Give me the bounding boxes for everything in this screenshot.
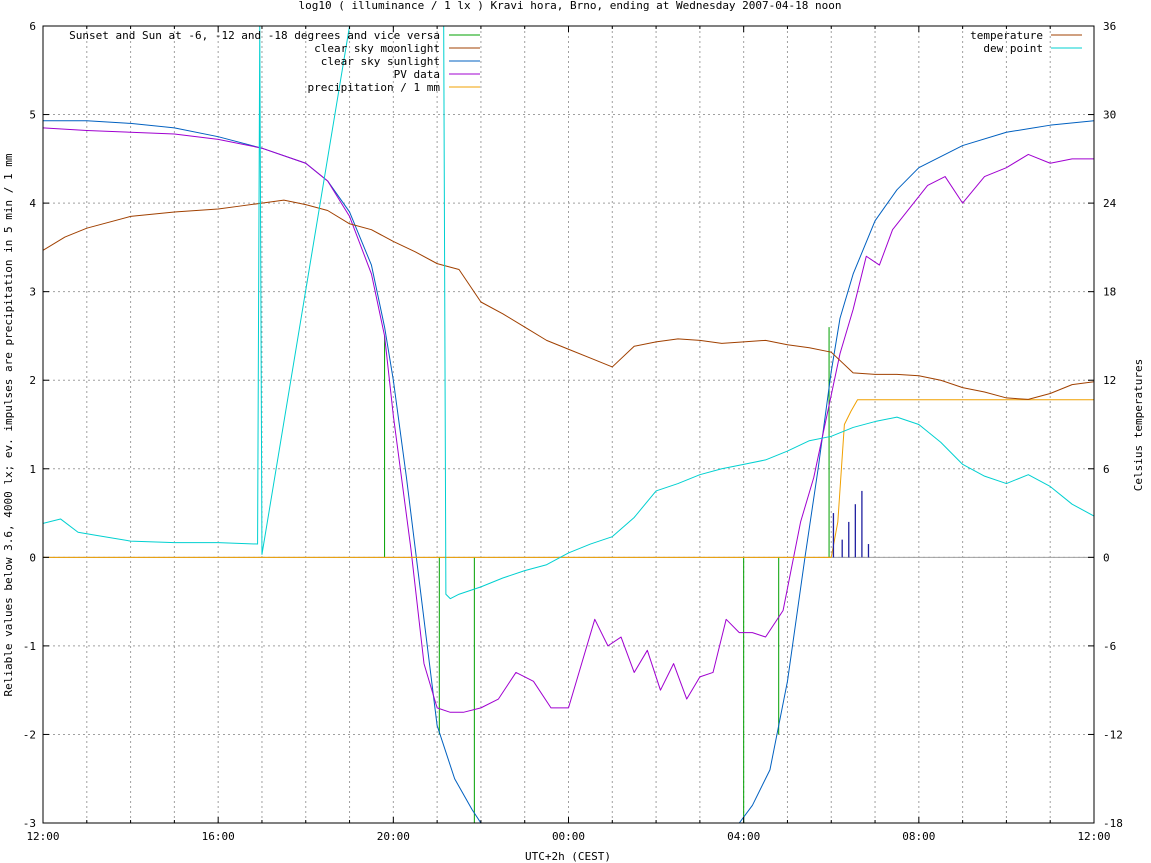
y2-tick-label: 0 bbox=[1103, 551, 1110, 564]
x-tick-label: 04:00 bbox=[727, 830, 760, 843]
legend-label-dew-point: dew point bbox=[983, 42, 1043, 55]
series-layer bbox=[43, 26, 1094, 823]
y2-tick-label: -18 bbox=[1103, 817, 1123, 830]
y2-tick-label: 6 bbox=[1103, 463, 1110, 476]
y2-tick-label: 36 bbox=[1103, 20, 1116, 33]
y-axis-label: Reliable values below 3.6, 4000 lx; ev. … bbox=[2, 153, 15, 696]
legend-label-clear-sky-moonlight: clear sky moonlight bbox=[314, 42, 440, 55]
legend-label-precipitation-1-mm: precipitation / 1 mm bbox=[308, 81, 441, 94]
legend-label-sunset-and-sun-at-6-12-and-18-degrees-and-vice-versa: Sunset and Sun at -6, -12 and -18 degree… bbox=[69, 29, 440, 42]
series-line-pv-data bbox=[43, 127, 1094, 713]
y2-axis-label: Celsius temperatures bbox=[1132, 359, 1145, 491]
axis-ticks: 12:00 16:00 20:00 00:00 04:00 08:00 12:00-3-2-… bbox=[23, 20, 1123, 843]
y-tick-label: 5 bbox=[29, 109, 36, 122]
y2-tick-label: 18 bbox=[1103, 286, 1116, 299]
y-tick-label: 4 bbox=[29, 197, 36, 210]
y2-tick-label: 24 bbox=[1103, 197, 1117, 210]
y2-tick-label: 30 bbox=[1103, 109, 1116, 122]
series-line-temperature bbox=[43, 199, 1094, 400]
legend-label-temperature: temperature bbox=[970, 29, 1043, 42]
x-tick-label: 00:00 bbox=[552, 830, 585, 843]
x-tick-label: 08:00 bbox=[902, 830, 935, 843]
grid-lines bbox=[43, 26, 1094, 823]
x-tick-label: 12:00 bbox=[1077, 830, 1110, 843]
y2-tick-label: -6 bbox=[1103, 640, 1116, 653]
legend-left: Sunset and Sun at -6, -12 and -18 degree… bbox=[69, 29, 480, 94]
legend-label-pv-data: PV data bbox=[394, 68, 440, 81]
y-tick-label: 3 bbox=[29, 286, 36, 299]
x-tick-label: 20:00 bbox=[377, 830, 410, 843]
y-tick-label: 0 bbox=[29, 551, 36, 564]
y2-tick-label: -12 bbox=[1103, 728, 1123, 741]
y-tick-label: -3 bbox=[23, 817, 36, 830]
x-axis-label: UTC+2h (CEST) bbox=[525, 850, 611, 863]
x-tick-label: 16:00 bbox=[202, 830, 235, 843]
y-tick-label: 6 bbox=[29, 20, 36, 33]
chart-title: log10 ( illuminance / 1 lx ) Kravi hora,… bbox=[298, 0, 841, 12]
x-tick-label: 12:00 bbox=[26, 830, 59, 843]
plot-frame bbox=[42, 25, 1095, 824]
y-tick-label: 1 bbox=[29, 463, 36, 476]
y-tick-label: -2 bbox=[23, 728, 36, 741]
legend-label-clear-sky-sunlight: clear sky sunlight bbox=[321, 55, 440, 68]
y2-tick-label: 12 bbox=[1103, 374, 1116, 387]
y-tick-label: -1 bbox=[23, 640, 36, 653]
series-line-dew-point bbox=[43, 26, 1094, 600]
y-tick-label: 2 bbox=[29, 374, 36, 387]
series-line-precipitation-1-mm bbox=[43, 399, 1094, 558]
